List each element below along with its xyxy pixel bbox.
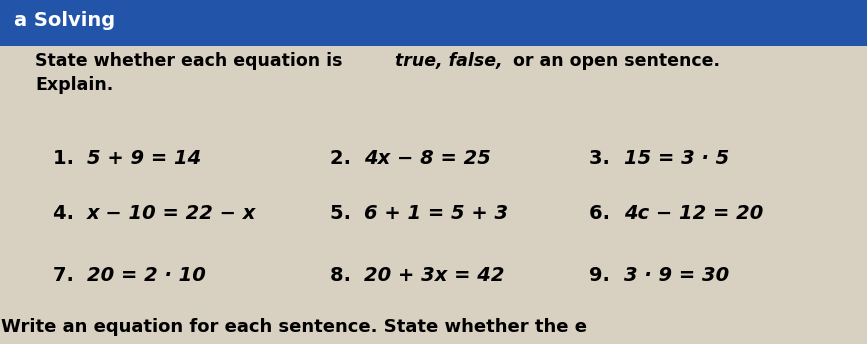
Text: 4c − 12 = 20: 4c − 12 = 20 bbox=[624, 204, 763, 223]
Text: 3.: 3. bbox=[590, 149, 617, 169]
Text: 8.: 8. bbox=[329, 266, 357, 285]
Text: 15 = 3 · 5: 15 = 3 · 5 bbox=[624, 149, 729, 169]
Text: Explain.: Explain. bbox=[36, 76, 114, 94]
Text: 9.: 9. bbox=[590, 266, 617, 285]
Text: 4.: 4. bbox=[53, 204, 81, 223]
Text: 1.: 1. bbox=[53, 149, 81, 169]
Text: 6.: 6. bbox=[590, 204, 617, 223]
Text: 2.: 2. bbox=[329, 149, 357, 169]
Text: x − 10 = 22 − x: x − 10 = 22 − x bbox=[88, 204, 257, 223]
Text: true, false,: true, false, bbox=[394, 52, 502, 70]
Text: 20 = 2 · 10: 20 = 2 · 10 bbox=[88, 266, 206, 285]
PathPatch shape bbox=[1, 1, 866, 46]
FancyBboxPatch shape bbox=[0, 0, 867, 46]
Text: or an open sentence.: or an open sentence. bbox=[507, 52, 720, 70]
Text: 4x − 8 = 25: 4x − 8 = 25 bbox=[364, 149, 491, 169]
Text: Write an equation for each sentence. State whether the e: Write an equation for each sentence. Sta… bbox=[1, 318, 587, 336]
Text: 5 + 9 = 14: 5 + 9 = 14 bbox=[88, 149, 201, 169]
Text: 20 + 3x = 42: 20 + 3x = 42 bbox=[364, 266, 505, 285]
Text: 3 · 9 = 30: 3 · 9 = 30 bbox=[624, 266, 729, 285]
Text: 6 + 1 = 5 + 3: 6 + 1 = 5 + 3 bbox=[364, 204, 508, 223]
Text: 7.: 7. bbox=[53, 266, 81, 285]
Text: State whether each equation is: State whether each equation is bbox=[36, 52, 349, 70]
Text: a Solving: a Solving bbox=[14, 11, 114, 30]
Text: 5.: 5. bbox=[329, 204, 357, 223]
